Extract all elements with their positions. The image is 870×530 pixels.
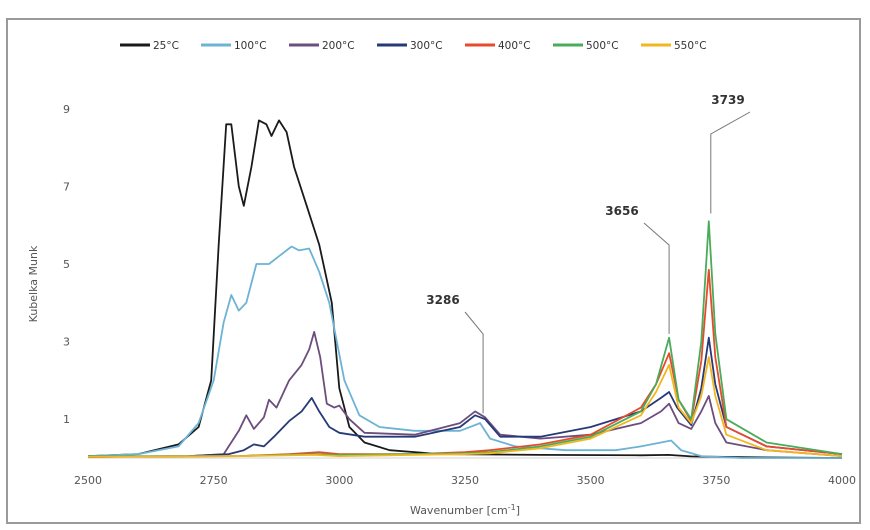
- legend-label: 300°C: [410, 40, 443, 52]
- legend-label: 25°C: [153, 40, 179, 52]
- y-tick-label: 1: [63, 413, 70, 426]
- x-tick-label: 3500: [577, 474, 605, 487]
- annotation-label: 3286: [426, 293, 459, 307]
- x-tick-label: 2500: [74, 474, 102, 487]
- x-axis-label-tail: ]: [516, 504, 520, 517]
- x-tick-label: 3750: [702, 474, 730, 487]
- series-line: [87, 119, 843, 459]
- series-line: [87, 245, 842, 459]
- x-tick-label: 2750: [200, 474, 228, 487]
- series-line: [87, 268, 843, 458]
- annotation-label: 3656: [605, 204, 638, 218]
- x-tick-label: 3000: [325, 474, 353, 487]
- annotation-leader: [643, 222, 670, 334]
- y-tick-label: 9: [63, 103, 70, 116]
- series-line: [87, 336, 843, 458]
- series-line: [87, 356, 843, 458]
- chart-frame: [6, 18, 861, 524]
- y-tick-label: 5: [63, 258, 70, 271]
- legend-label: 550°C: [674, 40, 707, 52]
- y-axis-label: Kubelka Munk: [27, 245, 40, 322]
- annotation-leader: [710, 111, 751, 214]
- x-tick-label: 3250: [451, 474, 479, 487]
- legend-label: 400°C: [498, 40, 531, 52]
- y-tick-label: 3: [63, 336, 70, 349]
- annotation-leader: [464, 311, 484, 414]
- legend-label: 100°C: [234, 40, 267, 52]
- y-tick-label: 7: [63, 180, 70, 193]
- annotation-label: 3739: [711, 93, 744, 107]
- legend-label: 200°C: [322, 40, 355, 52]
- series-line: [87, 331, 843, 458]
- x-axis-label: Wavenumber [cm-1]: [410, 503, 520, 517]
- series-line: [88, 220, 843, 457]
- legend-label: 500°C: [586, 40, 619, 52]
- x-tick-label: 4000: [828, 474, 856, 487]
- x-axis-label-superscript: -1: [508, 503, 516, 512]
